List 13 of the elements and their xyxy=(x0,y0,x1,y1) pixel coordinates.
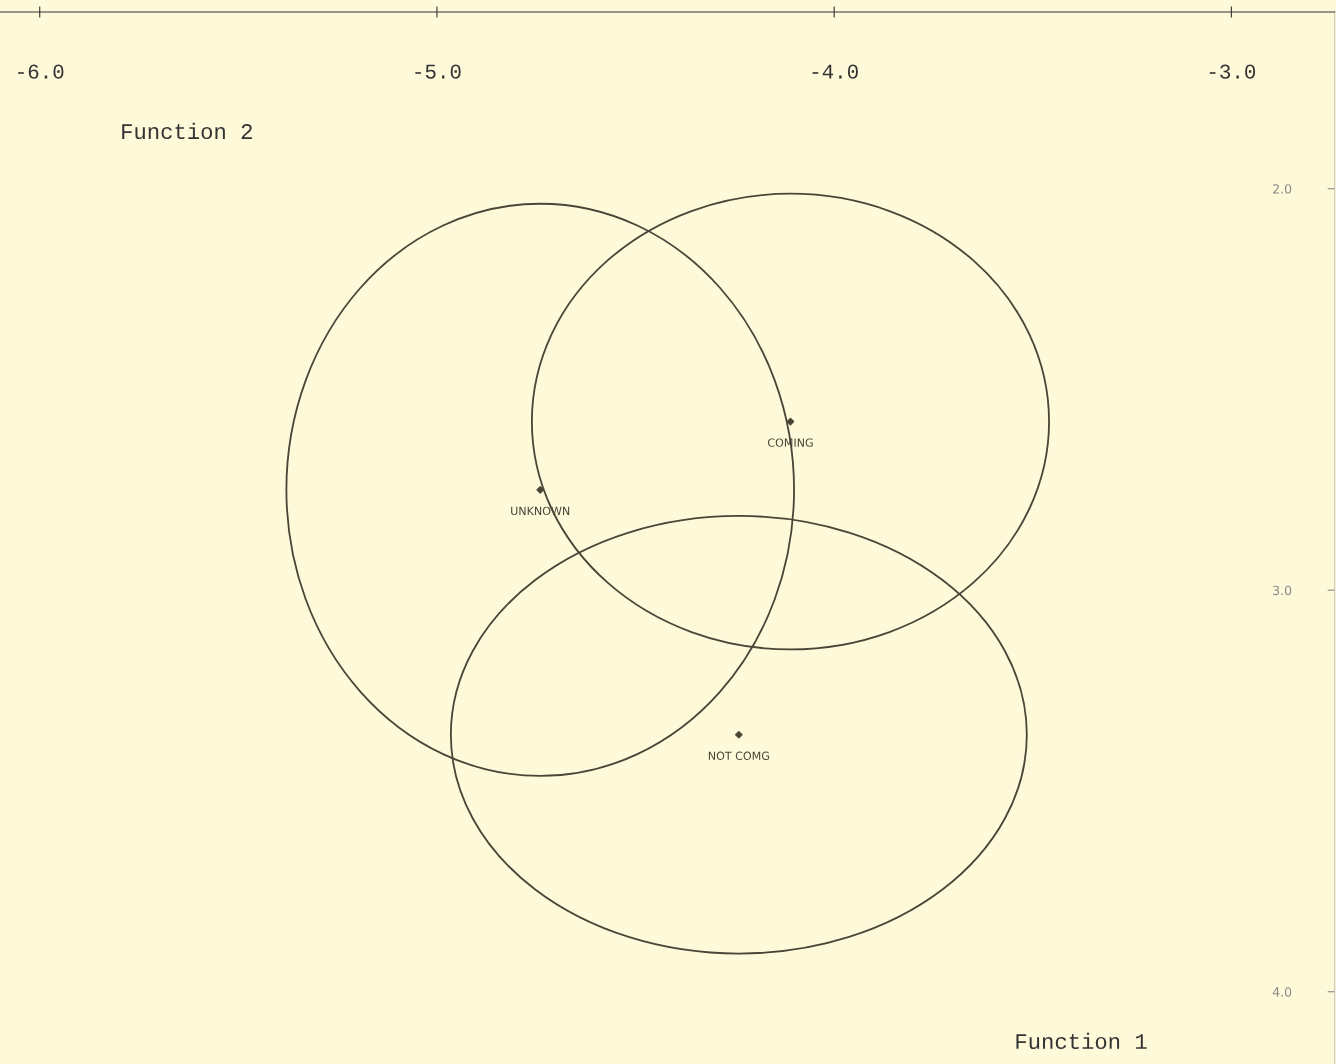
annotation: Function 2 xyxy=(122,122,252,140)
x-tick-label: -3.0 xyxy=(1209,64,1256,79)
point xyxy=(735,730,743,739)
y-tick-label: 2.0 xyxy=(1273,184,1292,194)
series-label: NOT COMG xyxy=(708,751,769,761)
x-tick-label: -6.0 xyxy=(18,64,64,79)
y-tick-label: 3.0 xyxy=(1273,585,1292,596)
point xyxy=(536,486,545,494)
y-tick-label: 4.0 xyxy=(1272,987,1292,997)
x-tick-label: -4.0 xyxy=(812,64,858,79)
annotation: Function 1 xyxy=(1016,1032,1147,1050)
x-tick-label: -5.0 xyxy=(415,64,461,79)
point xyxy=(786,417,795,426)
